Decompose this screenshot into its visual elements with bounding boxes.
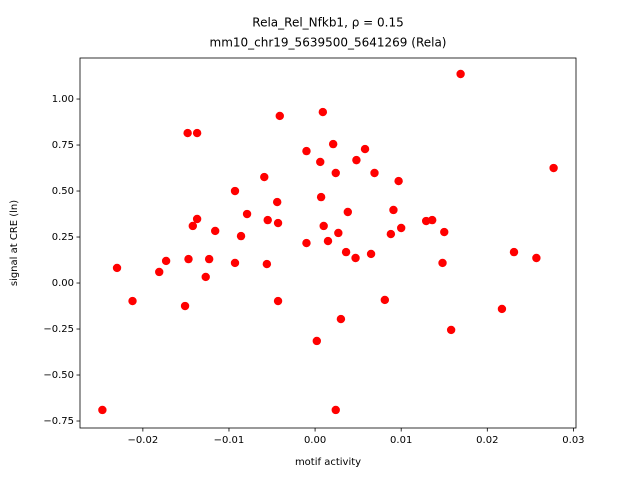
point <box>180 301 190 311</box>
point <box>366 249 376 259</box>
point <box>352 155 361 165</box>
point <box>112 263 122 273</box>
point <box>260 172 269 182</box>
point <box>184 254 193 264</box>
point <box>341 247 351 257</box>
point <box>316 192 326 202</box>
y-tick-label: 0.00 <box>52 278 74 289</box>
point <box>440 227 449 237</box>
point <box>323 236 333 246</box>
y-tick-label: 0.75 <box>52 140 74 151</box>
point <box>183 128 192 138</box>
point <box>201 272 210 282</box>
point <box>272 197 282 207</box>
x-tick-label: −0.02 <box>128 435 159 446</box>
point <box>98 405 107 415</box>
point <box>236 231 246 241</box>
point <box>328 139 338 149</box>
point <box>549 163 558 173</box>
point <box>331 168 340 178</box>
y-tick-label: 1.00 <box>52 94 74 105</box>
point <box>155 267 164 277</box>
point <box>497 304 507 314</box>
point <box>128 296 137 306</box>
chart-title: Rela_Rel_Nfkb1, ρ = 0.15 <box>252 16 403 30</box>
y-tick-label: 0.25 <box>52 232 74 243</box>
point <box>509 247 519 257</box>
point <box>389 205 398 215</box>
point <box>360 144 370 154</box>
point <box>263 215 272 225</box>
point <box>302 146 311 156</box>
y-tick-label: −0.50 <box>43 370 74 381</box>
point <box>188 221 198 231</box>
x-tick-label: 0.01 <box>390 435 412 446</box>
point <box>192 128 202 138</box>
point <box>319 221 328 231</box>
x-tick-label: 0.02 <box>476 435 498 446</box>
point <box>318 107 328 117</box>
point <box>262 259 272 269</box>
point <box>438 258 447 268</box>
point <box>336 314 346 324</box>
point <box>230 186 240 196</box>
point <box>427 215 437 225</box>
y-axis-label: signal at CRE (ln) <box>9 200 20 286</box>
x-tick-label: 0.00 <box>304 435 326 446</box>
point <box>242 209 252 219</box>
point <box>192 214 202 224</box>
point <box>302 238 311 248</box>
point <box>351 253 360 263</box>
x-axis-label: motif activity <box>295 457 361 468</box>
point <box>204 254 214 264</box>
point <box>532 253 541 263</box>
x-tick-label: −0.01 <box>214 435 245 446</box>
point <box>161 256 171 266</box>
point <box>312 336 322 346</box>
point <box>380 295 390 305</box>
point <box>446 325 456 335</box>
chart-subtitle: mm10_chr19_5639500_5641269 (Rela) <box>210 36 447 50</box>
point <box>273 218 283 228</box>
point <box>273 296 283 306</box>
point <box>343 207 353 217</box>
point <box>230 258 240 268</box>
y-tick-label: −0.75 <box>43 416 74 427</box>
y-tick-label: 0.50 <box>52 186 74 197</box>
point <box>370 168 379 178</box>
y-tick-label: −0.25 <box>43 324 74 335</box>
point <box>386 229 396 239</box>
point <box>275 111 284 121</box>
point <box>396 223 406 233</box>
x-tick-label: 0.03 <box>562 435 584 446</box>
point <box>210 226 220 236</box>
plot-frame <box>79 57 577 429</box>
point <box>456 69 465 79</box>
point <box>331 405 340 415</box>
point <box>394 176 403 186</box>
point <box>316 157 325 167</box>
point <box>334 228 343 238</box>
